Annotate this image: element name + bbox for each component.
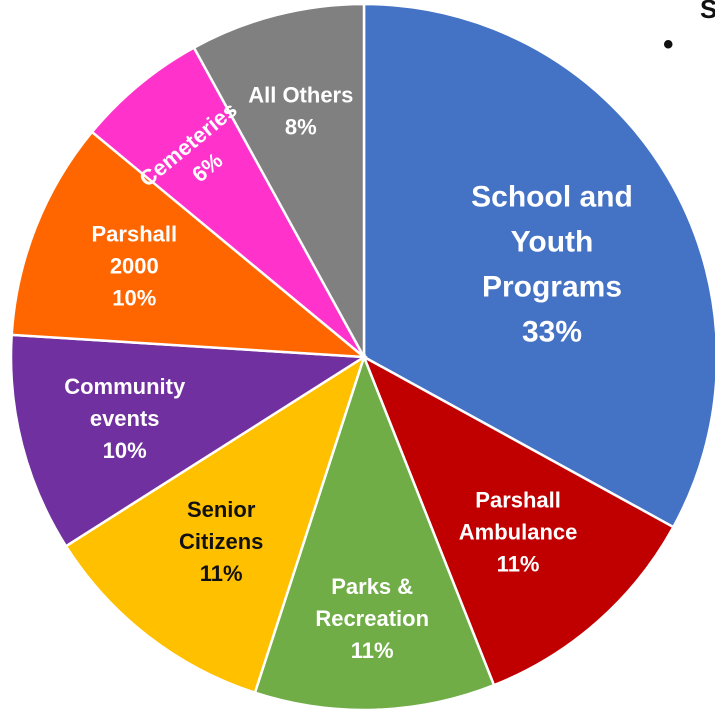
pie-slice	[361, 354, 676, 687]
slice-label: Community events 10%	[64, 374, 186, 463]
pie-slices	[9, 2, 715, 712]
slice-label: Parks & Recreation 11%	[315, 574, 429, 663]
pie-slice	[10, 130, 368, 359]
slice-label: All Others 8%	[248, 83, 353, 140]
pie-slice	[9, 333, 368, 548]
pie-slice	[64, 354, 367, 695]
pie-labels: School and Youth Programs 33% Parshall Ambula…	[64, 83, 633, 663]
pie-slice	[192, 2, 366, 358]
pie-slice	[362, 2, 715, 529]
pie-slice	[90, 45, 366, 358]
slice-label: Parshall Ambulance 11%	[459, 488, 578, 577]
slice-label: School and Youth Programs 33%	[471, 181, 633, 349]
edge-fragment-bullet: •	[663, 28, 674, 61]
slice-label: Senior Citizens 11%	[179, 497, 263, 586]
pie-slice	[253, 353, 496, 712]
slice-label: Parshall 2000 10%	[91, 222, 177, 311]
edge-fragment-char: S	[700, 0, 715, 24]
